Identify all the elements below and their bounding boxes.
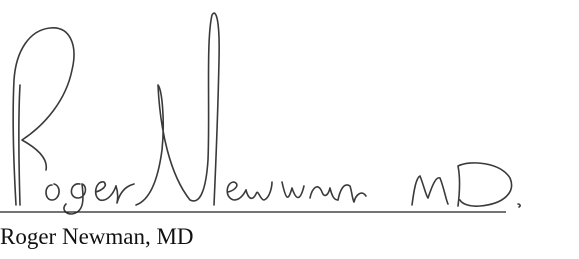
- printed-name: Roger Newman, MD: [0, 224, 194, 250]
- handwritten-signature: [0, 0, 579, 259]
- signature-block: Roger Newman, MD: [0, 0, 579, 259]
